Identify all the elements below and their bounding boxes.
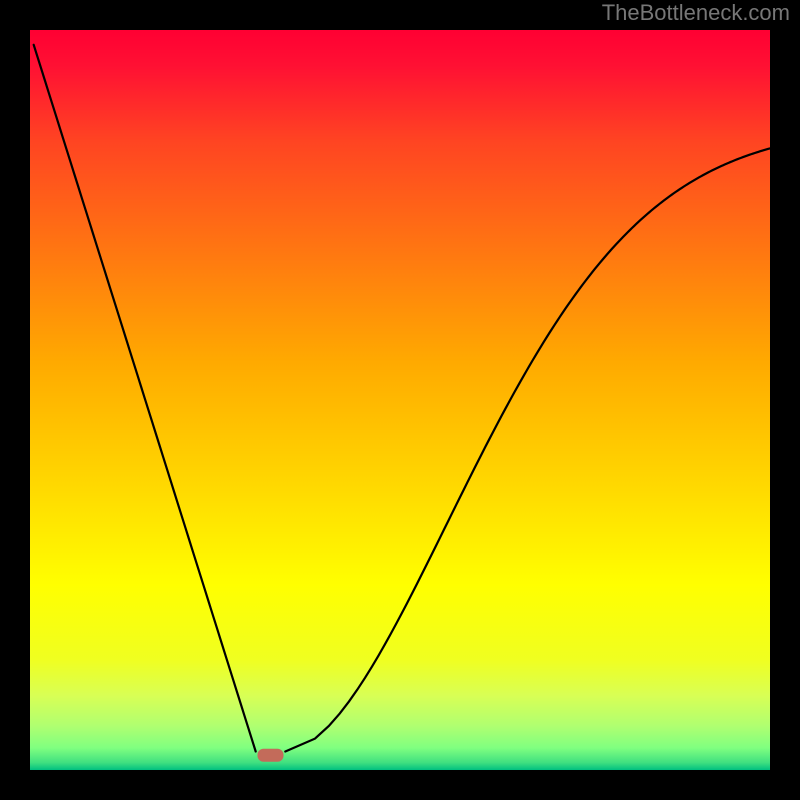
- chart-container: TheBottleneck.com: [0, 0, 800, 800]
- watermark-text: TheBottleneck.com: [602, 0, 790, 26]
- plot-gradient-area: [30, 30, 770, 770]
